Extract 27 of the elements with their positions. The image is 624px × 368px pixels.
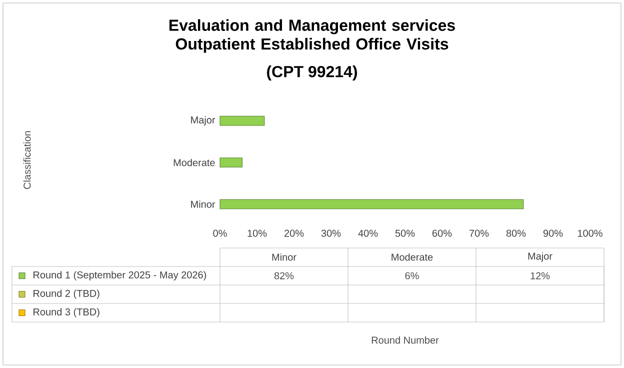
x-tick-label: 80% (506, 230, 526, 237)
x-tick-label: 10% (248, 230, 267, 237)
x-tick-label: 100% (578, 230, 602, 237)
x-tick-label: 50% (395, 230, 415, 237)
y-tick-label: Major (191, 116, 216, 126)
chart-title: Evaluation and Management services Outpatient Established Office Visits (169, 19, 455, 53)
x-tick-label: 70% (470, 230, 489, 237)
x-tick-label: 60% (432, 230, 452, 237)
text: 12% (530, 272, 550, 280)
text: Classification (23, 131, 31, 189)
legend-label: Round 2 (TBD) (34, 290, 100, 299)
x-tick-label: 90% (543, 230, 563, 237)
x-tick-label: 40% (358, 230, 378, 237)
x-tick-label: 20% (284, 230, 304, 237)
x-tick-label: 0% (213, 230, 227, 237)
text: Round Number (372, 336, 439, 344)
legend-label: Round 3 (TBD) (34, 308, 100, 318)
legend-label: Round 1 (September 2025 - May 2026) (34, 271, 206, 280)
text: 82% (274, 272, 294, 280)
category-label: Major (528, 252, 552, 262)
chart-subtitle: (CPT 99214) (267, 66, 357, 80)
x-tick-label: 30% (321, 230, 341, 237)
y-tick-label: Moderate (174, 158, 215, 166)
category-label: Moderate (392, 253, 433, 261)
y-tick-label: Minor (191, 200, 216, 208)
text: 6% (405, 272, 419, 280)
category-label: Minor (272, 253, 296, 261)
